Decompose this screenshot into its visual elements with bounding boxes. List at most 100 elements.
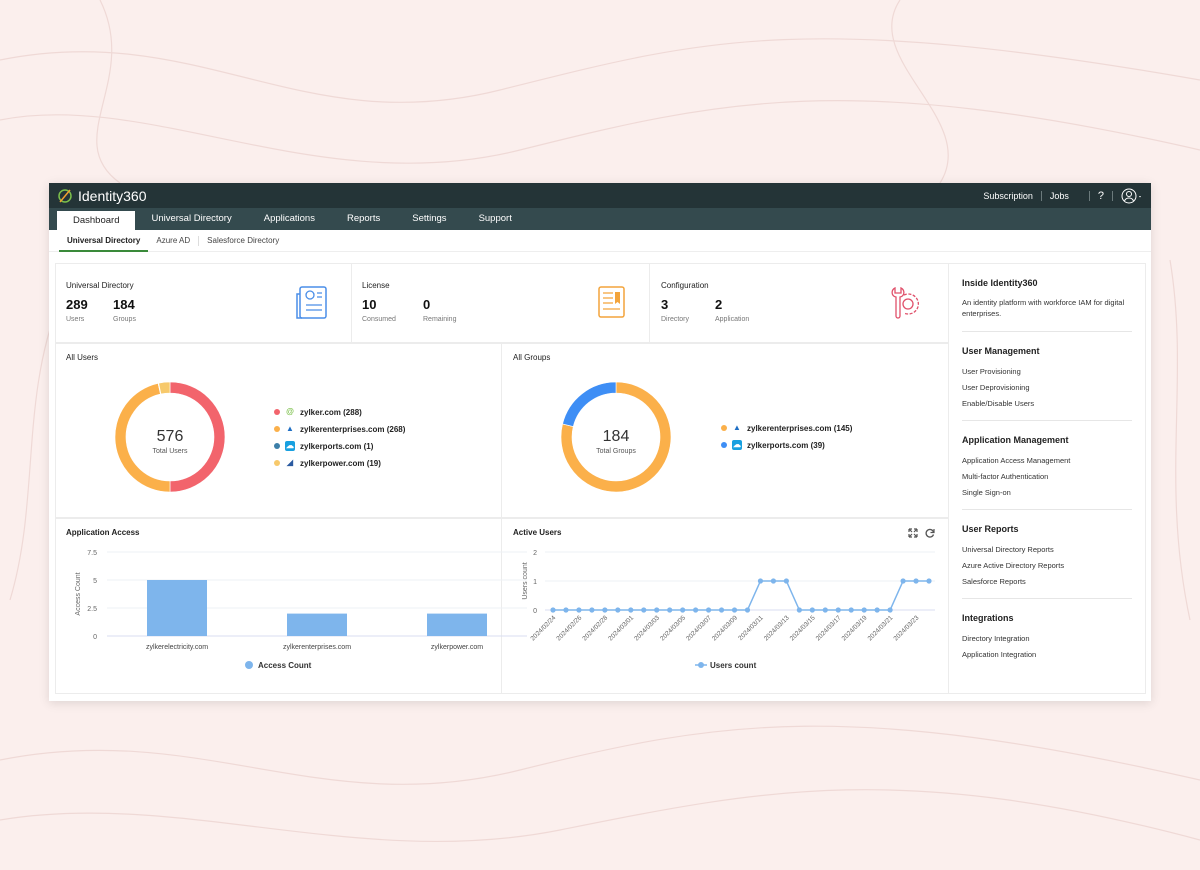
legend-item[interactable]: ☁ zylkerports.com (39) [721, 440, 852, 450]
groups-count[interactable]: 184 [113, 297, 135, 312]
data-point[interactable] [809, 607, 815, 613]
data-point[interactable] [848, 607, 854, 613]
section-title: User Reports [962, 524, 1019, 534]
user-avatar-icon[interactable] [1121, 188, 1143, 204]
legend-item[interactable]: ◢ zylkerpower.com (19) [274, 458, 405, 468]
data-point[interactable] [822, 607, 828, 613]
data-point[interactable] [926, 578, 932, 584]
app-logo[interactable]: Identity360 [57, 188, 147, 204]
all-groups-legend: ▲ zylkerenterprises.com (145) ☁ zylkerports… [721, 423, 852, 457]
tab-reports[interactable]: Reports [346, 213, 381, 224]
legend-item[interactable]: @ zylker.com (288) [274, 407, 405, 417]
donut-slice[interactable] [560, 381, 672, 493]
panel-link[interactable]: Azure Active Directory Reports [962, 561, 1065, 570]
data-point[interactable] [718, 607, 725, 613]
bar[interactable] [287, 613, 347, 636]
application-count[interactable]: 2 [715, 297, 723, 312]
panel-link[interactable]: Universal Directory Reports [962, 545, 1054, 554]
data-point[interactable] [667, 607, 673, 613]
tab-support[interactable]: Support [478, 213, 512, 224]
directory-count[interactable]: 3 [661, 297, 669, 312]
data-point[interactable] [680, 607, 686, 613]
panel-link[interactable]: Application Access Management [962, 456, 1071, 465]
divider [962, 331, 1132, 332]
data-point[interactable] [576, 607, 582, 613]
x-tick-label: 2024/03/21 [867, 614, 895, 642]
panel-link[interactable]: Enable/Disable Users [962, 399, 1035, 408]
refresh-icon[interactable] [925, 528, 935, 538]
data-point[interactable] [705, 607, 712, 613]
data-point[interactable] [874, 607, 880, 613]
data-point[interactable] [861, 607, 867, 613]
legend-label: Access Count [258, 661, 312, 670]
divider [1088, 190, 1090, 201]
legend-item[interactable]: ☁ zylkerports.com (1) [274, 441, 405, 451]
tab-settings[interactable]: Settings [412, 213, 447, 224]
all-users-legend: @ zylker.com (288) ▲ zylkerenterprises.com … [274, 407, 405, 475]
donut-slice[interactable] [562, 381, 617, 427]
data-point[interactable] [563, 607, 569, 613]
jobs-link[interactable]: Jobs [1049, 190, 1069, 201]
y-tick-label: 2 [533, 550, 537, 557]
y-tick-label: 0 [93, 634, 97, 641]
x-tick-label: 2024/03/07 [685, 614, 713, 642]
tab-dashboard[interactable]: Dashboard [57, 211, 136, 230]
help-icon[interactable]: ? [1097, 189, 1104, 202]
legend-label: zylkerenterprises.com (145) [747, 423, 853, 433]
data-point[interactable] [783, 578, 789, 584]
data-point[interactable] [770, 578, 777, 584]
panel-link[interactable]: User Provisioning [962, 367, 1021, 376]
data-point[interactable] [731, 607, 738, 613]
subscription-link[interactable]: Subscription [983, 190, 1033, 201]
legend-item[interactable]: ▲ zylkerenterprises.com (268) [274, 424, 405, 434]
subtab-salesforce-directory[interactable]: Salesforce Directory [207, 235, 280, 245]
divider [1040, 190, 1042, 201]
bar[interactable] [147, 580, 207, 636]
bar[interactable] [427, 613, 487, 636]
data-point[interactable] [628, 607, 634, 613]
legend-label: zylkerports.com (39) [747, 440, 825, 450]
application-access-panel: Application Access [55, 518, 502, 694]
panel-link[interactable]: Directory Integration [962, 634, 1030, 643]
data-point[interactable] [550, 607, 556, 613]
data-point[interactable] [744, 607, 751, 613]
data-point[interactable] [796, 607, 802, 613]
subtab-azure-ad[interactable]: Azure AD [156, 235, 191, 245]
users-count[interactable]: 289 [66, 297, 88, 312]
panel-link[interactable]: Multi-factor Authentication [962, 472, 1049, 481]
panel-link[interactable]: User Deprovisioning [962, 383, 1030, 392]
panel-link[interactable]: Application Integration [962, 650, 1037, 659]
legend-item[interactable]: ▲ zylkerenterprises.com (145) [721, 423, 852, 433]
divider [1112, 190, 1113, 201]
data-point[interactable] [757, 578, 764, 584]
tab-applications[interactable]: Applications [263, 213, 315, 224]
data-point[interactable] [887, 607, 893, 613]
tab-universal-directory[interactable]: Universal Directory [151, 213, 232, 224]
donut-center-value: 184 [603, 428, 630, 445]
data-point[interactable] [693, 607, 699, 613]
data-point[interactable] [615, 607, 621, 613]
application-label: Application [715, 316, 750, 323]
data-point[interactable] [900, 578, 906, 584]
wrench-gear-icon [891, 286, 920, 319]
data-point[interactable] [602, 607, 608, 613]
legend-dot [274, 443, 280, 449]
remaining-count[interactable]: 0 [423, 297, 431, 312]
panel-link[interactable]: Salesforce Reports [962, 577, 1026, 586]
subtab-universal-directory[interactable]: Universal Directory [59, 230, 149, 252]
x-tick-label: 2024/03/23 [892, 614, 920, 642]
x-tick-label: 2024/03/01 [607, 614, 635, 642]
data-point[interactable] [589, 607, 595, 613]
power-icon: ◢ [285, 458, 295, 468]
data-point[interactable] [654, 607, 660, 613]
data-point[interactable] [835, 607, 841, 613]
legend-label: zylkerports.com (1) [300, 441, 374, 451]
users-label: Users [66, 316, 85, 323]
data-point[interactable] [913, 578, 919, 584]
panel-link[interactable]: Single Sign-on [962, 488, 1011, 497]
expand-icon[interactable] [908, 528, 918, 538]
legend-dot [274, 426, 280, 432]
donut-slice[interactable] [158, 381, 171, 395]
consumed-count[interactable]: 10 [362, 297, 377, 312]
data-point[interactable] [641, 607, 647, 613]
